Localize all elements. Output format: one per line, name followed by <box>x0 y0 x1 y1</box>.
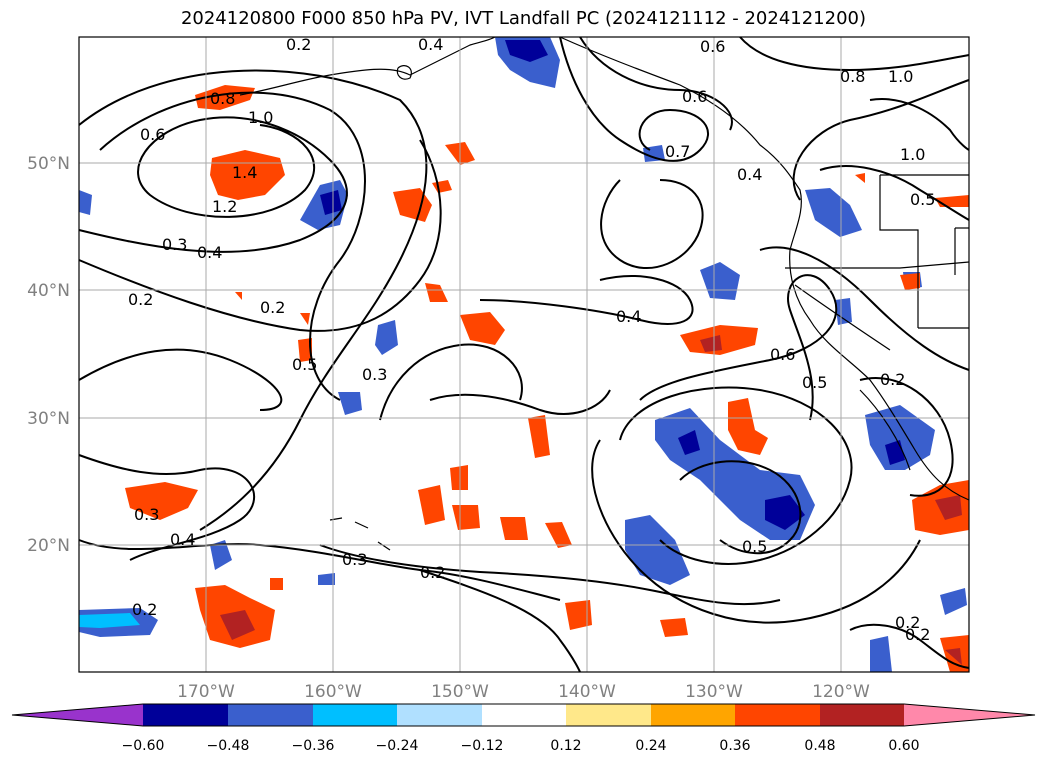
colorbar-tick: −0.48 <box>207 738 250 754</box>
contour-label: 0.4 <box>197 243 222 262</box>
latitude-labels: 50°N 40°N 30°N 20°N <box>27 154 70 556</box>
contour-labels: 0.2 0.4 0.8 1.0 1.4 1.2 0.3 0.4 0.6 0.2 … <box>128 35 935 644</box>
lat-label-20n: 20°N <box>27 536 70 556</box>
contour-label: 0.6 <box>140 125 165 144</box>
contour-label: 0.4 <box>170 530 195 549</box>
contour-label: 0.8 <box>210 89 235 108</box>
contour-label: 0.2 <box>128 290 153 309</box>
coastlines <box>239 36 970 551</box>
contour-label: 0.3 <box>162 235 187 254</box>
colorbar-tick: −0.24 <box>376 738 419 754</box>
contour-label: 0.2 <box>420 563 445 582</box>
contour-label: 0.5 <box>292 355 317 374</box>
colorbar-low-extend <box>12 704 143 726</box>
contour-label: 0.6 <box>770 345 795 364</box>
contour-label: 0.3 <box>342 550 367 569</box>
contour-label: 0.3 <box>362 365 387 384</box>
contour-label: 0.5 <box>742 537 767 556</box>
contour-label: 0.5 <box>802 373 827 392</box>
longitude-labels: 170°W 160°W 150°W 140°W 130°W 120°W <box>177 682 870 702</box>
contour-label: 0.2 <box>132 600 157 619</box>
contour-label: 1.2 <box>212 197 237 216</box>
colorbar-cell <box>228 704 313 726</box>
map-frame <box>78 36 970 673</box>
lat-label-30n: 30°N <box>27 409 70 429</box>
lon-label-150w: 150°W <box>431 682 489 702</box>
contour-label: 0.4 <box>418 35 443 54</box>
lon-label-130w: 130°W <box>685 682 743 702</box>
colorbar-cell <box>482 704 566 726</box>
contour-label: 0.2 <box>905 625 930 644</box>
contour-label: 0.4 <box>616 307 641 326</box>
contour-label: 0.6 <box>682 87 707 106</box>
colorbar-tick: 0.24 <box>635 738 666 754</box>
colorbar-cell <box>566 704 651 726</box>
lon-label-120w: 120°W <box>812 682 870 702</box>
colorbar-tick: 0.12 <box>550 738 581 754</box>
contour-label: 1.0 <box>900 145 925 164</box>
colorbar-ticks: −0.60 −0.48 −0.36 −0.24 −0.12 0.12 0.24 … <box>122 738 920 754</box>
contour-label: 0.8 <box>840 67 865 86</box>
contour-label: 0.2 <box>260 298 285 317</box>
colorbar-tick: 0.48 <box>804 738 835 754</box>
colorbar-cell <box>820 704 904 726</box>
colorbar-cell <box>313 704 397 726</box>
contour-label: 0.6 <box>700 37 725 56</box>
contour-label: 0.3 <box>134 505 159 524</box>
colorbar-tick: 0.36 <box>719 738 750 754</box>
contour-label: 1.0 <box>888 67 913 86</box>
contour-label: 0.2 <box>895 613 920 632</box>
colorbar-outline <box>11 703 1036 727</box>
colorbar <box>11 703 1036 727</box>
contour-label: 0.2 <box>880 370 905 389</box>
contour-label: 1.0 <box>248 108 273 127</box>
colorbar-high-extend <box>904 704 1035 726</box>
colorbar-cell <box>397 704 482 726</box>
colorbar-cell <box>143 704 228 726</box>
colorbar-cell <box>735 704 820 726</box>
colorbar-tick: −0.12 <box>461 738 504 754</box>
contour-label: 0.7 <box>665 142 690 161</box>
colorbar-tick: −0.36 <box>292 738 335 754</box>
lon-label-160w: 160°W <box>304 682 362 702</box>
shaded-patches <box>79 37 969 672</box>
lon-label-170w: 170°W <box>177 682 235 702</box>
lon-label-140w: 140°W <box>558 682 616 702</box>
contour-label: 0.5 <box>910 190 935 209</box>
colorbar-tick: −0.60 <box>122 738 165 754</box>
lat-label-40n: 40°N <box>27 281 70 301</box>
map-background <box>79 37 969 672</box>
colorbar-tick: 0.60 <box>888 738 919 754</box>
colorbar-cell <box>651 704 735 726</box>
contour-label: 0.2 <box>286 35 311 54</box>
gridlines <box>79 37 969 672</box>
contour-label: 0.4 <box>737 165 762 184</box>
lat-label-50n: 50°N <box>27 154 70 174</box>
contour-label: 1.4 <box>232 163 257 182</box>
map-title: 2024120800 F000 850 hPa PV, IVT Landfall… <box>180 8 867 29</box>
